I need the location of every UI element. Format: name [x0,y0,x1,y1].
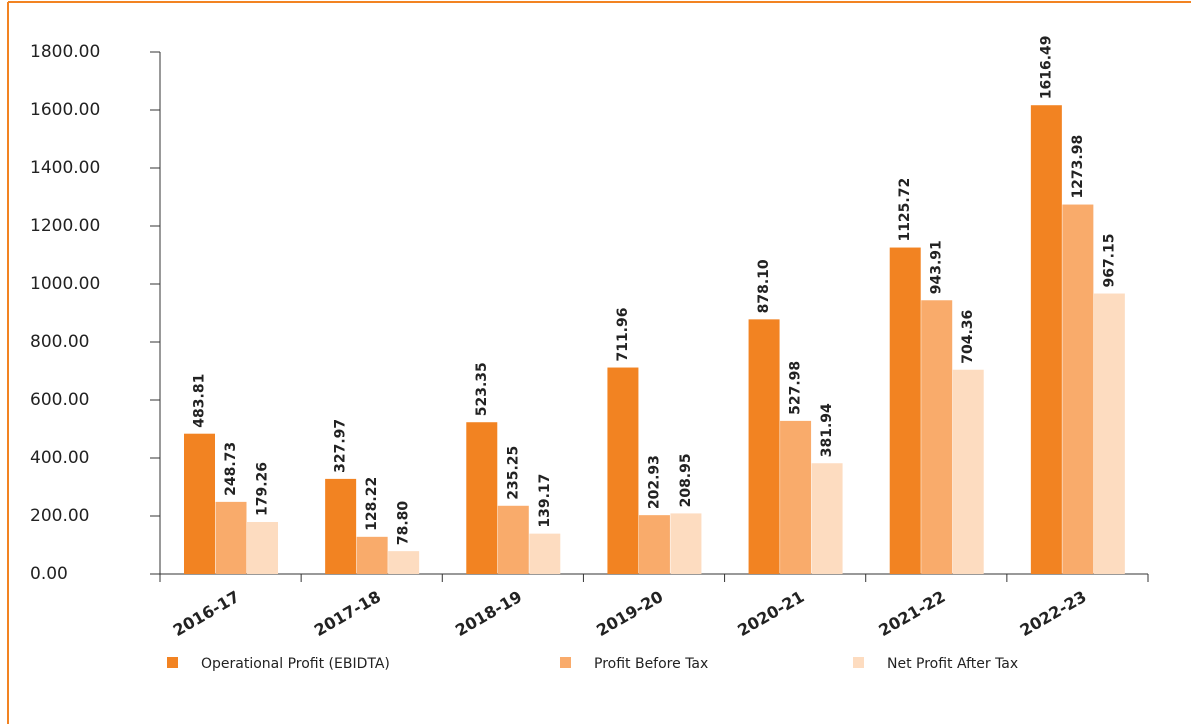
value-label: 248.73 [223,442,239,496]
bar [921,300,953,574]
bar [356,536,388,574]
bar [466,422,498,574]
value-label: 208.95 [678,453,694,507]
value-label: 128.22 [364,477,380,531]
value-label: 704.36 [960,310,976,364]
y-tick-label: 0.00 [30,564,68,584]
x-tick-label: 2022-23 [1017,587,1090,640]
y-tick-label: 1000.00 [30,274,100,294]
y-tick-label: 400.00 [30,448,89,468]
value-label: 878.10 [756,259,772,313]
bar [388,551,420,574]
value-label: 235.25 [505,446,521,500]
y-tick-label: 1600.00 [30,100,100,120]
bar [780,420,812,574]
bar [247,522,278,574]
bar [889,247,921,574]
value-label: 139.17 [537,474,553,528]
bar [952,369,984,574]
value-label: 1616.49 [1038,35,1054,99]
value-label: 179.26 [255,462,271,516]
legend-label: Operational Profit (EBIDTA) [201,656,390,672]
value-label: 967.15 [1101,233,1117,287]
bar [748,319,780,574]
bar [1062,204,1094,574]
bar [1093,293,1125,574]
x-tick-label: 2019-20 [593,587,666,640]
bar [670,513,702,574]
x-tick-label: 2020-21 [734,587,807,640]
y-tick-label: 1400.00 [30,158,100,178]
bar [811,463,843,574]
value-label: 202.93 [646,455,662,509]
value-label: 327.97 [333,419,349,473]
y-tick-label: 600.00 [30,390,89,410]
bar [497,505,529,574]
value-label: 1125.72 [897,178,913,242]
bar [215,501,247,574]
legend-swatch [560,657,571,668]
bar [638,515,670,574]
bar [1030,105,1062,575]
value-label: 1273.98 [1070,135,1086,199]
value-label: 527.98 [788,361,804,415]
bar [184,433,215,574]
x-tick-label: 2021-22 [875,587,948,640]
value-label: 381.94 [819,403,835,457]
y-tick-label: 200.00 [30,506,89,526]
legend-swatch [167,657,178,668]
x-tick-label: 2017-18 [311,587,384,640]
value-label: 943.91 [929,240,945,294]
bar [607,367,639,574]
legend-swatch [853,657,864,668]
bar [325,478,357,574]
y-tick-label: 1200.00 [30,216,100,236]
y-tick-label: 800.00 [30,332,89,352]
x-tick-label: 2018-19 [452,587,525,640]
legend-label: Net Profit After Tax [887,656,1018,672]
value-label: 523.35 [474,362,490,416]
value-label: 711.96 [615,308,631,362]
value-label: 78.80 [396,501,412,546]
x-tick-label: 2016-17 [170,587,243,640]
legend-label: Profit Before Tax [594,656,708,672]
y-tick-label: 1800.00 [30,42,100,62]
bar [529,533,561,574]
value-label: 483.81 [192,374,208,428]
